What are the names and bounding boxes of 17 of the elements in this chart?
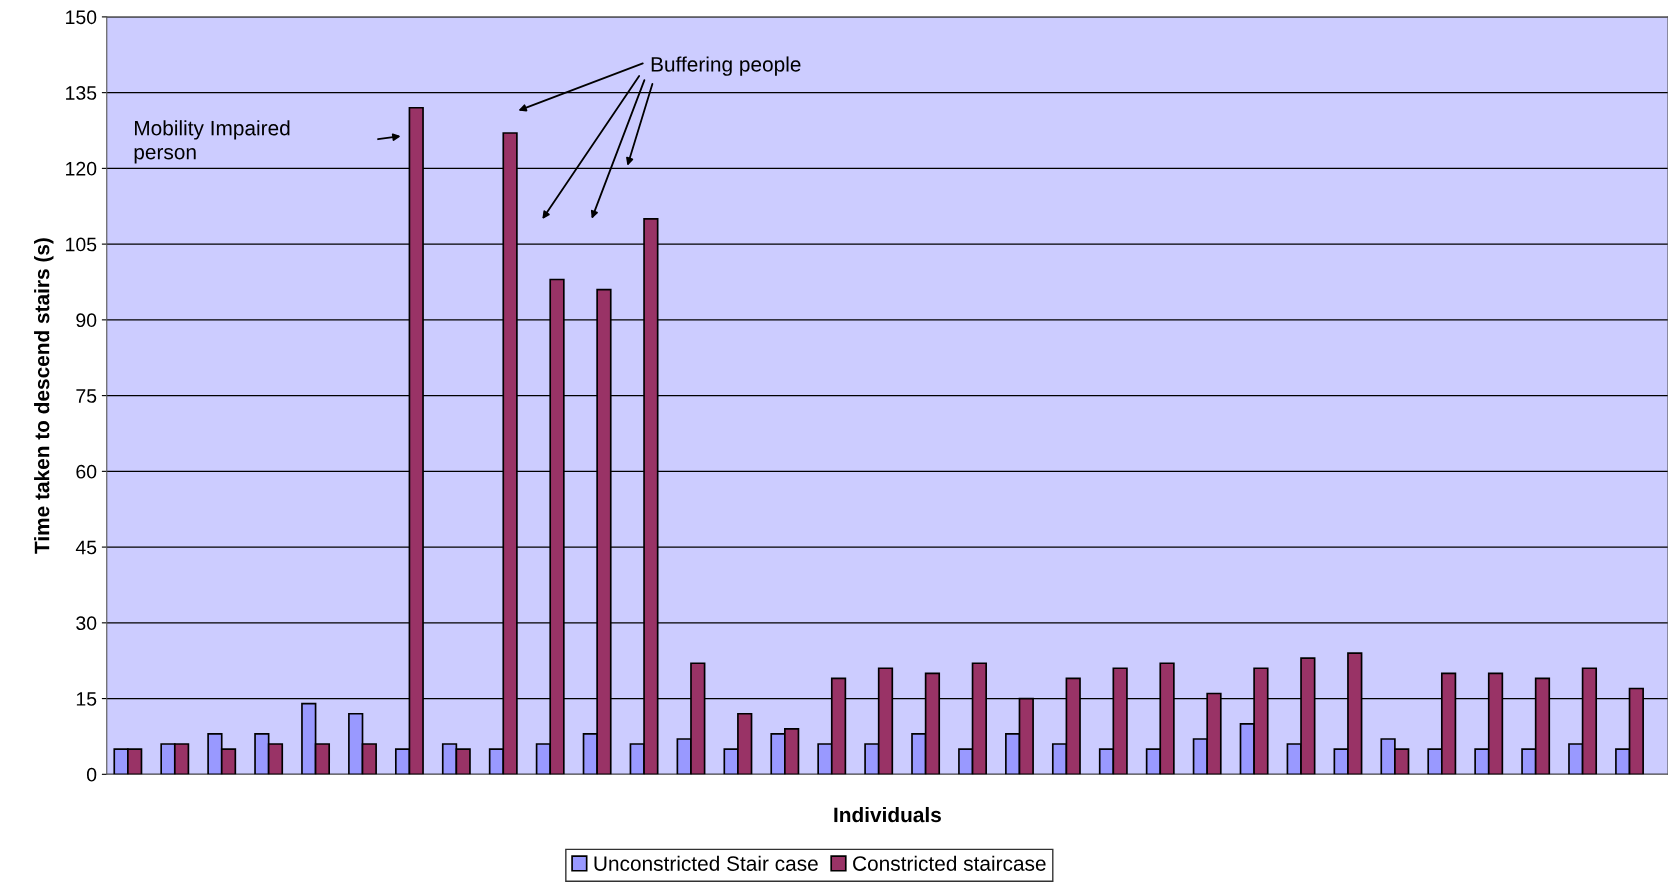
y-tick-label: 0 [86, 767, 97, 782]
y-tick-label: 105 [66, 237, 97, 252]
legend-label: Constricted staircase [853, 855, 1046, 871]
x-axis-title: Individuals [834, 806, 941, 823]
annotation: Mobility Impaired person [134, 120, 290, 164]
y-axis-title: Time taken to descend stairs (s) [34, 238, 54, 554]
annotation: Buffering people [651, 56, 801, 76]
y-tick-label: 60 [76, 464, 97, 479]
legend-label: Unconstricted Stair case [594, 855, 818, 871]
y-tick-label: 45 [75, 540, 97, 555]
y-tick-label: 90 [76, 313, 97, 328]
y-tick-label: 75 [76, 389, 97, 403]
y-tick-label: 135 [66, 86, 97, 100]
y-tick-label: 30 [76, 616, 97, 631]
y-tick-label: 120 [66, 161, 97, 176]
y-tick-label: 15 [76, 692, 97, 706]
y-tick-label: 150 [66, 10, 97, 25]
